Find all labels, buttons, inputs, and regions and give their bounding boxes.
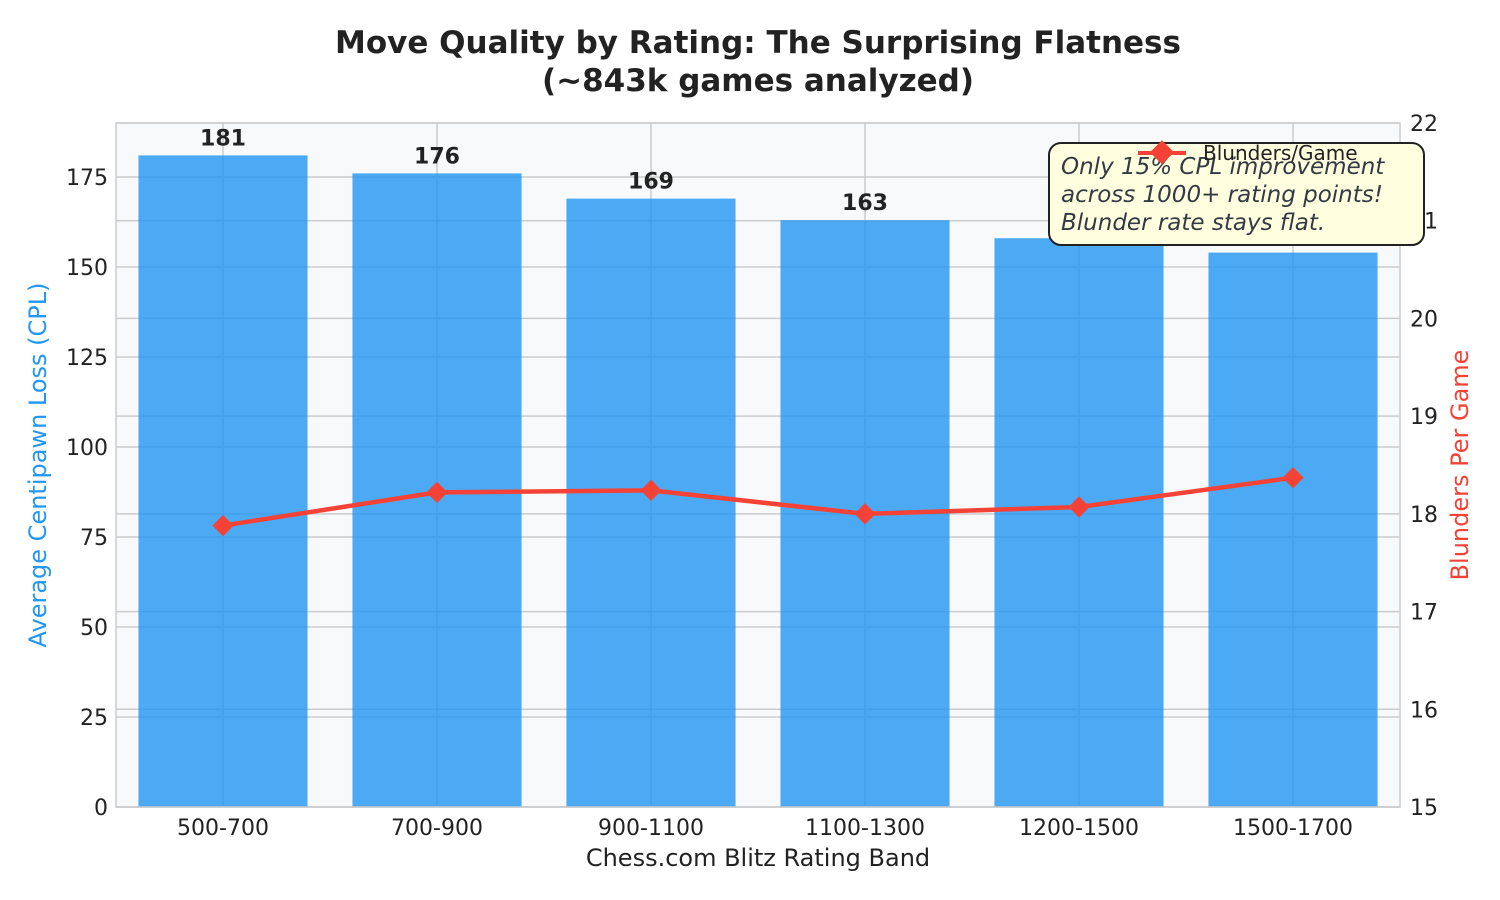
annotation-box: Only 15% CPL improvement across 1000+ ra… [1048,142,1425,246]
line-path [222,475,1294,528]
y-tick-label-7: 175 [66,166,108,191]
x-tick-label-3: 1100-1300 [805,816,925,841]
y2-tick-label-3: 18 [1410,503,1438,528]
bar-0 [138,155,308,807]
y2-axis-label: Blunders Per Game [1446,350,1474,581]
y-tick-label-1: 25 [80,706,108,731]
y2-tick-label-4: 19 [1410,405,1438,430]
plot-frame [115,122,1401,808]
x-axis-label: Chess.com Blitz Rating Band [586,844,930,872]
y-axis-label: Average Centipawn Loss (CPL) [24,282,52,647]
y2-tick-label-7: 22 [1410,112,1438,137]
line-point-2 [640,479,662,502]
bar-5 [1208,252,1378,808]
line-point-0 [212,514,234,537]
y-tick-label-4: 100 [66,436,108,461]
y-axis-ticks: 0 25 50 75 100 125 150 175 [66,166,108,821]
y2-tick-label-5: 20 [1410,307,1438,332]
legend-label: Blunders/Game [1203,141,1358,165]
x-tick-label-5: 1500-1700 [1233,816,1353,841]
bar-label-0: 181 [200,126,246,151]
y-tick-label-5: 125 [66,346,108,371]
chart-subtitle: (~843k games analyzed) [542,63,974,99]
bar-2 [566,198,736,808]
annotation-line-1: Only 15% CPL improvement [1061,154,1385,180]
bar-4 [994,238,1164,807]
x-tick-label-4: 1200-1500 [1019,816,1139,841]
bar-label-2: 169 [628,170,674,195]
x-tick-label-2: 900-1100 [598,816,704,841]
legend-diamond-marker [1149,140,1175,165]
x-axis-ticks: 500-700 700-900 900-1100 1100-1300 1200-1500… [177,816,1353,841]
annotation-line-3: Blunder rate stays flat. [1061,210,1325,236]
y-tick-label-6: 150 [66,256,108,281]
bar-label-1: 176 [414,144,460,169]
y2-tick-label-2: 17 [1410,601,1438,626]
line-point-3 [854,503,876,525]
annotation-line-2: across 1000+ rating points! [1061,182,1383,208]
y2-tick-label-1: 16 [1410,698,1438,723]
x-tick-label-1: 700-900 [391,816,483,841]
y-tick-label-3: 75 [80,526,108,551]
x-tick-label-0: 500-700 [177,816,269,841]
bar-label-3: 163 [842,191,888,216]
annotation-background [1048,142,1425,246]
y-tick-label-0: 0 [94,796,108,821]
y-tick-label-2: 50 [80,616,108,641]
legend: Blunders/Game [1138,140,1358,165]
chart-title: Move Quality by Rating: The Surprising F… [335,25,1181,61]
y2-tick-label-0: 15 [1410,796,1438,821]
